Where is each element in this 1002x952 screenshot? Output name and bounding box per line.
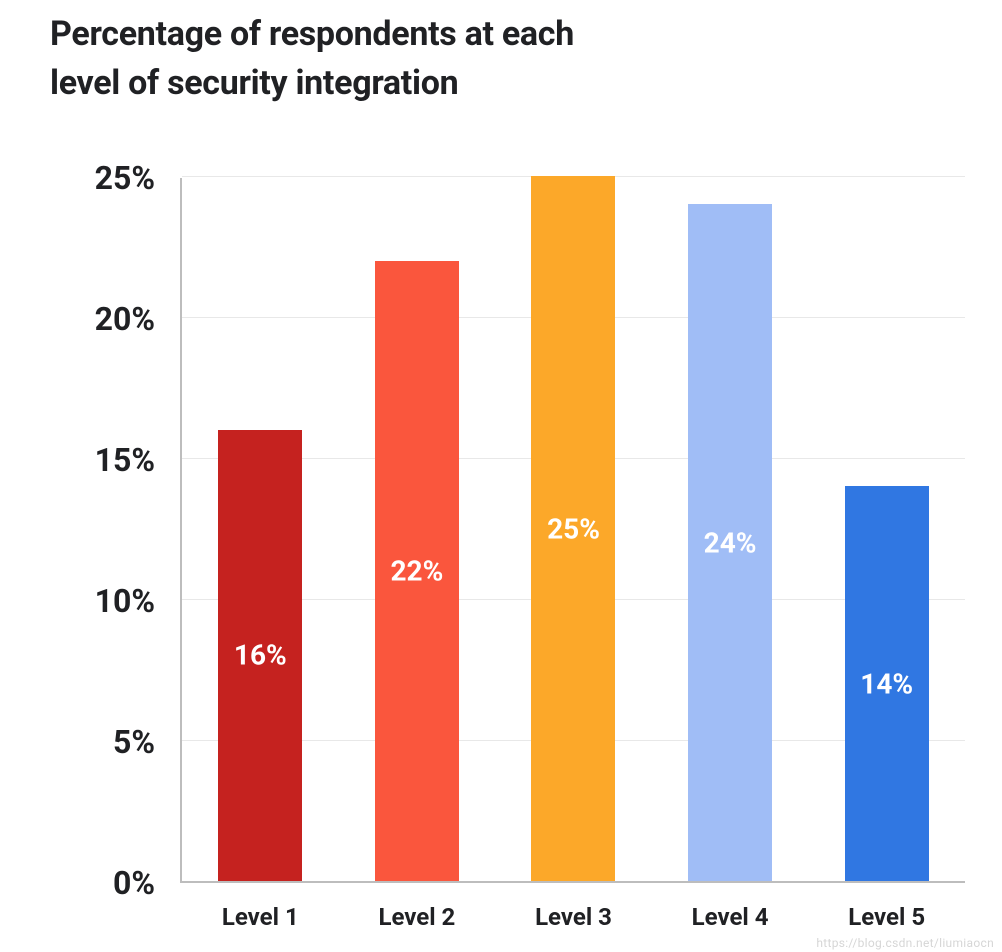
bar-value-label-4: 24% — [704, 526, 757, 559]
y-tick-5: 5% — [45, 723, 155, 761]
y-tick-0: 0% — [45, 864, 155, 902]
bar-slot-3: 25% Level 3 — [495, 178, 652, 881]
y-tick-15: 15% — [45, 441, 155, 479]
bar-value-label-3: 25% — [547, 512, 600, 545]
chart-title: Percentage of respondents at each level … — [50, 10, 574, 109]
bar-slot-2: 22% Level 2 — [339, 178, 496, 881]
x-tick-level-4: Level 4 — [692, 903, 769, 931]
bar-level-2: 22% — [375, 261, 459, 881]
bar-value-label-1: 16% — [234, 639, 287, 672]
bar-value-label-2: 22% — [390, 554, 443, 587]
x-tick-level-2: Level 2 — [378, 903, 455, 931]
y-tick-10: 10% — [45, 582, 155, 620]
y-tick-20: 20% — [45, 300, 155, 338]
bar-level-4: 24% — [688, 204, 772, 881]
chart-title-line1: Percentage of respondents at each — [50, 14, 574, 54]
plot-area: 16% Level 1 22% Level 2 25% Level 3 24% — [180, 178, 965, 883]
bar-level-3: 25% — [531, 176, 615, 881]
x-tick-level-1: Level 1 — [222, 903, 299, 931]
bar-slot-4: 24% Level 4 — [652, 178, 809, 881]
bar-level-5: 14% — [845, 486, 929, 881]
watermark-text: https://blog.csdn.net/liumiaocn — [816, 936, 994, 950]
bar-value-label-5: 14% — [860, 667, 913, 700]
x-tick-level-5: Level 5 — [848, 903, 925, 931]
bars-group: 16% Level 1 22% Level 2 25% Level 3 24% — [182, 178, 965, 881]
bar-level-1: 16% — [218, 430, 302, 881]
chart-title-line2: level of security integration — [50, 63, 458, 103]
chart-container: 0% 5% 10% 15% 20% 25% 16% Level 1 22% Le… — [45, 178, 965, 883]
bar-slot-1: 16% Level 1 — [182, 178, 339, 881]
y-tick-25: 25% — [45, 159, 155, 197]
x-tick-level-3: Level 3 — [535, 903, 612, 931]
bar-slot-5: 14% Level 5 — [808, 178, 965, 881]
